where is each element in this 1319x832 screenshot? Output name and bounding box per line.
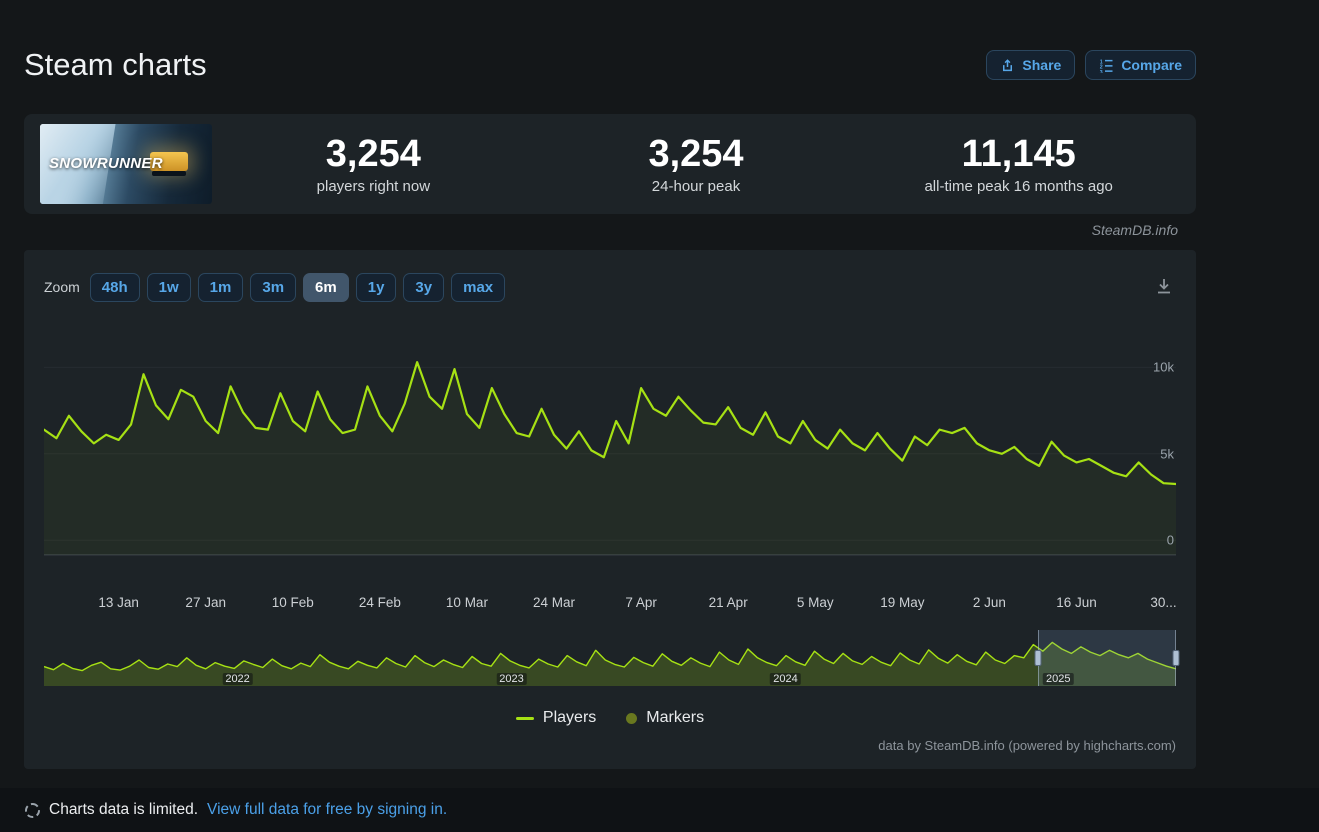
stats-panel: SNOWRUNNER 3,254 players right now 3,254 24… [24,114,1196,214]
x-axis-label: 21 Apr [708,595,748,610]
stat-all-time-peak: 11,145 all-time peak 16 months ago [857,133,1180,196]
game-logo-text: SNOWRUNNER [49,155,163,172]
game-capsule: SNOWRUNNER [40,124,212,204]
x-axis-label: 16 Jun [1056,595,1097,610]
svg-text:2: 2 [1100,64,1103,70]
x-axis-label: 10 Mar [445,595,488,610]
zoom-btn-1m[interactable]: 1m [197,272,244,302]
stat-label: all-time peak 16 months ago [924,178,1113,196]
zoom-btn-1y[interactable]: 1y [355,272,397,302]
x-axis-label: 10 Feb [271,595,314,610]
chart-panel: Zoom 48h 1w 1m 3m 6m 1y 3y max 0 5k 10k 13 Jan 27 … [24,250,1196,769]
svg-text:3: 3 [1100,69,1103,72]
footer-notice: Charts data is limited. [49,801,199,818]
navigator-year-label: 2025 [1043,673,1074,685]
stat-label: 24-hour peak [651,178,741,196]
zoom-button-group: 48h 1w 1m 3m 6m 1y 3y max [89,272,506,302]
navigator-year-label: 2023 [496,673,527,685]
x-axis-label: 19 May [880,595,925,610]
legend-item-markers[interactable]: Markers [626,709,704,727]
compare-button-label: Compare [1121,57,1182,73]
share-button[interactable]: Share [986,50,1076,80]
legend-label-players: Players [542,709,597,726]
navigator-handle-right[interactable] [1172,650,1180,666]
zoom-btn-max[interactable]: max [451,272,506,302]
footer-bar: Charts data is limited. View full data f… [0,788,1319,832]
players-chart-svg [44,334,1176,584]
stats-row: 3,254 players right now 3,254 24-hour peak 1… [212,133,1180,196]
x-axis-label: 30... [1150,595,1177,610]
x-axis-label: 7 Apr [625,595,657,610]
zoom-btn-3m[interactable]: 3m [250,272,297,302]
x-axis-label: 5 May [796,595,834,610]
x-axis-label: 27 Jan [185,595,226,610]
players-chart[interactable]: 0 5k 10k [44,334,1176,584]
zoom-toolbar: Zoom 48h 1w 1m 3m 6m 1y 3y max [44,270,1176,304]
x-axis-label: 24 Feb [358,595,401,610]
stat-value: 3,254 [325,132,421,175]
x-axis-label: 13 Jan [98,595,139,610]
zoom-btn-1w[interactable]: 1w [146,272,191,302]
legend-item-players[interactable]: Players [515,709,597,727]
zoom-btn-3y[interactable]: 3y [403,272,445,302]
signin-link[interactable]: View full data for free by signing in. [207,801,448,818]
navigator[interactable]: 2022 2023 2024 2025 [44,630,1180,686]
svg-text:1: 1 [1100,59,1103,65]
download-icon [1154,278,1174,299]
zoom-label: Zoom [44,279,80,295]
steamdb-watermark: SteamDB.info [1091,222,1178,238]
navigator-year-label: 2022 [222,673,253,685]
share-button-label: Share [1022,57,1062,73]
chart-credits: data by SteamDB.info (powered by highcha… [878,738,1176,753]
markers-circle-swatch [626,712,638,724]
stat-players-now: 3,254 players right now [212,133,535,196]
limited-data-icon [25,802,40,818]
navigator-year-label: 2024 [770,673,801,685]
stat-24h-peak: 3,254 24-hour peak [535,133,858,196]
x-axis-label: 2 Jun [972,595,1006,610]
navigator-svg [44,630,1176,686]
stat-value: 3,254 [648,132,744,175]
zoom-btn-6m[interactable]: 6m [303,272,349,302]
page-title: Steam charts [24,47,207,82]
truck-art [150,152,188,176]
chart-legend: Players Markers [44,704,1176,732]
stat-label: players right now [316,178,431,196]
x-axis-label: 24 Mar [533,595,576,610]
download-chart-button[interactable] [1152,274,1176,301]
share-icon [1000,58,1015,73]
players-line-swatch [515,716,534,720]
legend-label-markers: Markers [646,709,705,726]
stat-value: 11,145 [961,132,1076,175]
x-axis-labels: 13 Jan 27 Jan 10 Feb 24 Feb 10 Mar 24 Mar 7 Ap… [44,588,1176,616]
navigator-handle-left[interactable] [1034,650,1042,666]
zoom-btn-48h[interactable]: 48h [89,272,140,302]
